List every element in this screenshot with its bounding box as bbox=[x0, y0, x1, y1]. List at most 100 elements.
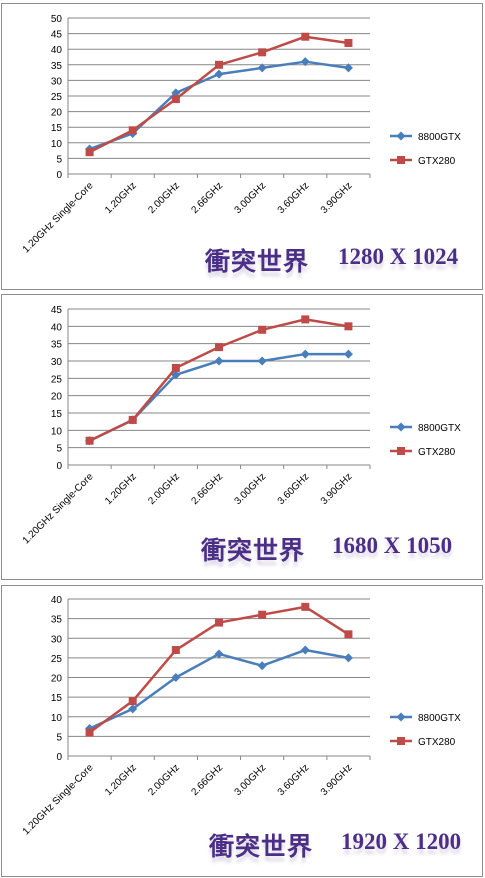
y-tick-label: 35 bbox=[51, 61, 63, 72]
y-tick-label: 15 bbox=[51, 123, 63, 134]
y-tick-label: 25 bbox=[51, 92, 63, 103]
x-tick-label: 2.66GHz bbox=[189, 180, 225, 216]
data-point bbox=[85, 436, 94, 445]
y-tick-label: 15 bbox=[51, 693, 63, 704]
y-tick-label: 20 bbox=[51, 392, 63, 403]
data-point bbox=[85, 728, 94, 737]
data-point bbox=[214, 356, 224, 366]
data-point bbox=[215, 343, 223, 352]
x-tick-label: 2.66GHz bbox=[189, 471, 225, 507]
x-tick-label: 3.60GHz bbox=[276, 180, 312, 216]
data-point bbox=[171, 370, 181, 380]
chart-panel-1: 0 5 10 15 20 25 30 35 40 45 50 1.20GHz Single-Core 1… bbox=[1, 3, 483, 290]
x-tick-label: 1.20GHz bbox=[103, 180, 139, 216]
data-point bbox=[214, 69, 224, 79]
y-tick-label: 35 bbox=[51, 340, 63, 351]
data-point bbox=[344, 38, 353, 47]
legend-label: 8800GTX bbox=[418, 132, 461, 143]
y-tick-label: 5 bbox=[56, 154, 62, 165]
x-tick-label: 3.90GHz bbox=[319, 471, 355, 507]
y-tick-label: 20 bbox=[51, 108, 63, 119]
x-tick-label: 3.60GHz bbox=[276, 762, 312, 798]
y-tick-label: 10 bbox=[51, 713, 63, 724]
y-tick-label: 25 bbox=[51, 374, 63, 385]
data-point bbox=[215, 60, 223, 69]
legend-label: 8800GTX bbox=[418, 713, 461, 724]
x-tick-label: 2.00GHz bbox=[146, 762, 182, 798]
chart-caption-title: 衝突世界 bbox=[205, 247, 310, 276]
data-point bbox=[301, 602, 310, 611]
x-tick-label: 1.20GHz bbox=[103, 762, 139, 798]
data-point bbox=[300, 57, 310, 67]
y-tick-label: 35 bbox=[51, 615, 63, 626]
x-tick-label: 1.20GHz bbox=[103, 471, 139, 507]
data-point bbox=[343, 63, 353, 73]
y-tick-label: 30 bbox=[51, 634, 63, 645]
x-tick-label: 1.20GHz Single-Core bbox=[21, 180, 96, 255]
legend-marker bbox=[396, 712, 406, 722]
y-tick-label: 25 bbox=[51, 654, 63, 665]
x-tick-label: 1.20GHz Single-Core bbox=[21, 471, 96, 546]
data-point bbox=[257, 661, 267, 671]
legend-marker bbox=[397, 447, 405, 455]
data-point bbox=[128, 697, 137, 706]
legend-label: 8800GTX bbox=[418, 423, 461, 434]
y-tick-label: 15 bbox=[51, 409, 63, 420]
y-tick-label: 30 bbox=[51, 76, 63, 87]
legend-marker bbox=[396, 422, 406, 432]
x-tick-label: 2.66GHz bbox=[189, 762, 225, 798]
chart-caption-resolution: 1680 X 1050 bbox=[332, 533, 453, 558]
data-point bbox=[258, 48, 267, 57]
series-line-gtx280 bbox=[89, 318, 349, 442]
line-chart-2: 0 5 10 15 20 25 30 35 40 45 1.20GHz Single-Core 1.2… bbox=[21, 305, 461, 546]
y-tick-label: 40 bbox=[51, 322, 63, 333]
data-point bbox=[343, 653, 353, 663]
y-tick-label: 0 bbox=[56, 752, 62, 763]
data-point bbox=[301, 32, 310, 41]
x-tick-label: 3.90GHz bbox=[319, 180, 355, 216]
data-point bbox=[171, 363, 180, 372]
data-point bbox=[171, 95, 180, 104]
legend-marker bbox=[397, 156, 405, 164]
x-tick-label: 3.60GHz bbox=[276, 471, 312, 507]
x-tick-label: 1.20GHz Single-Core bbox=[21, 762, 96, 837]
data-point bbox=[128, 415, 137, 424]
x-tick-label: 3.00GHz bbox=[233, 762, 269, 798]
legend-marker bbox=[396, 131, 406, 141]
y-tick-label: 45 bbox=[51, 305, 63, 316]
x-tick-label: 2.00GHz bbox=[146, 180, 182, 216]
data-point bbox=[258, 325, 267, 334]
series-line-8800gtx bbox=[89, 352, 349, 442]
line-chart-3: 0 5 10 15 20 25 30 35 40 1.20GHz Single-Core 1.20G… bbox=[21, 595, 461, 837]
x-tick-label: 3.00GHz bbox=[233, 180, 269, 216]
chart-caption-resolution: 1920 X 1200 bbox=[341, 829, 462, 854]
data-point bbox=[171, 646, 180, 655]
chart-caption-resolution: 1280 X 1024 bbox=[338, 244, 459, 269]
y-tick-label: 20 bbox=[51, 674, 63, 685]
chart-panel-3: 0 5 10 15 20 25 30 35 40 1.20GHz Single-Core 1.20G… bbox=[1, 585, 483, 877]
x-tick-label: 3.00GHz bbox=[233, 471, 269, 507]
data-point bbox=[128, 704, 138, 714]
y-tick-label: 40 bbox=[51, 595, 63, 606]
data-point bbox=[300, 349, 310, 359]
y-tick-label: 50 bbox=[51, 14, 63, 25]
y-tick-label: 45 bbox=[51, 30, 63, 41]
data-point bbox=[257, 356, 267, 366]
x-tick-label: 2.00GHz bbox=[146, 471, 182, 507]
data-point bbox=[215, 618, 223, 627]
data-point bbox=[301, 315, 310, 324]
data-point bbox=[344, 630, 353, 639]
chart-caption-title: 衝突世界 bbox=[209, 832, 314, 861]
chart-caption-title: 衝突世界 bbox=[201, 536, 306, 565]
legend-marker bbox=[397, 737, 405, 745]
x-tick-label: 3.90GHz bbox=[319, 762, 355, 798]
y-tick-label: 5 bbox=[56, 732, 62, 743]
y-tick-label: 30 bbox=[51, 357, 63, 368]
data-point bbox=[171, 673, 181, 682]
data-point bbox=[128, 126, 137, 135]
y-tick-label: 10 bbox=[51, 139, 63, 150]
legend-label: GTX280 bbox=[418, 156, 456, 167]
legend-label: GTX280 bbox=[418, 447, 456, 458]
data-point bbox=[344, 322, 353, 331]
chart-panel-2: 0 5 10 15 20 25 30 35 40 45 1.20GHz Single-Core 1.2… bbox=[1, 294, 483, 580]
